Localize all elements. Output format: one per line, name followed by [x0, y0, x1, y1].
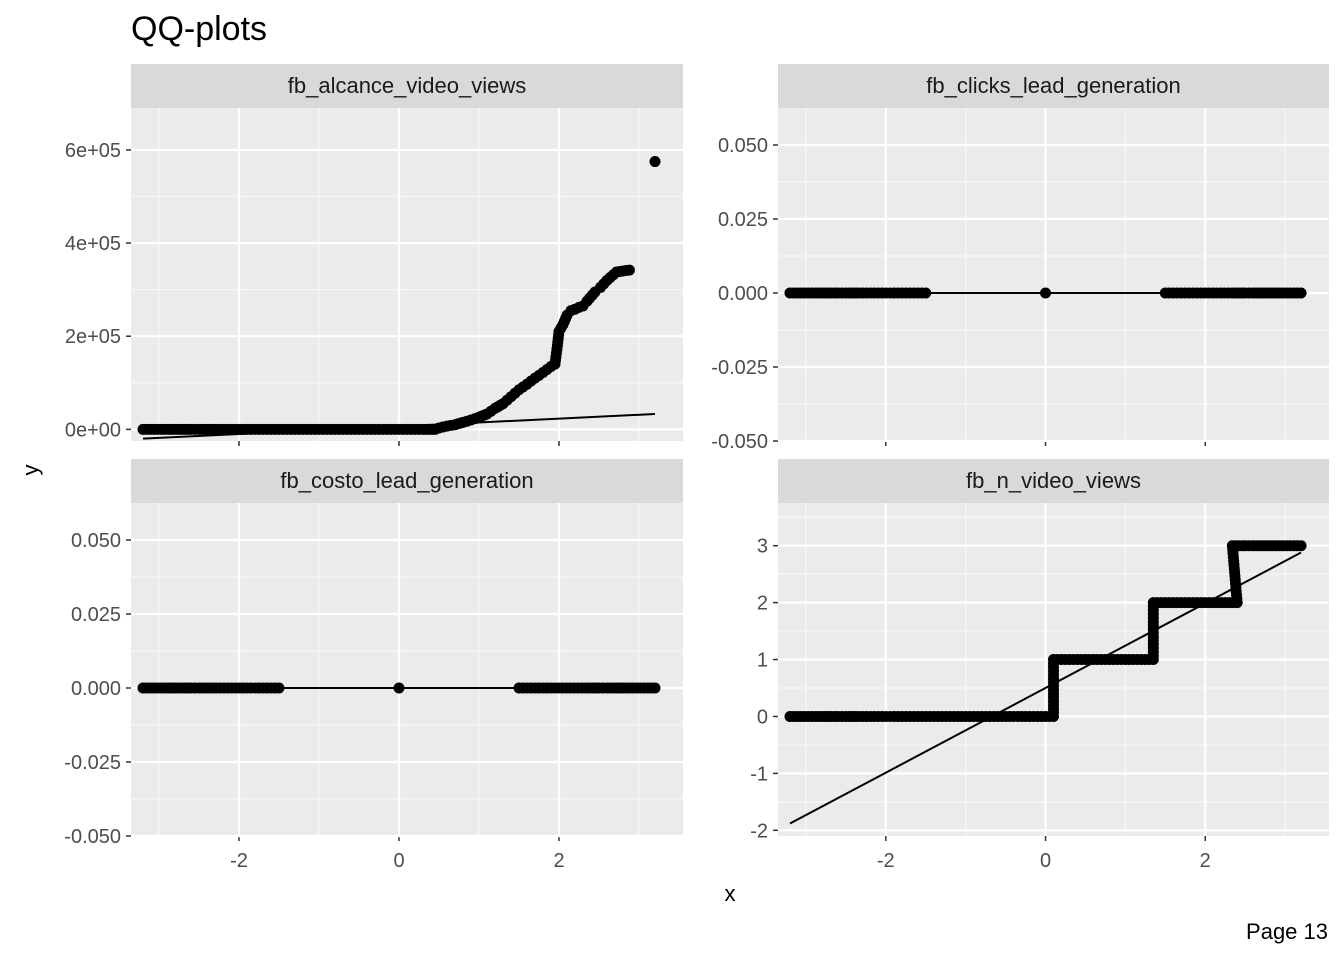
facet-strip	[778, 64, 1329, 108]
y-tick-label: 0.000	[718, 283, 768, 305]
data-point	[1295, 540, 1307, 552]
panel-background	[778, 108, 1329, 441]
qq-panel: fb_n_video_views -2 0 2 -2 -1 0 1 2 3	[750, 459, 1329, 872]
y-tick-label: -0.025	[64, 752, 121, 774]
x-tick-label: 0	[393, 850, 404, 872]
y-axis-label: y	[18, 465, 43, 476]
x-axis-label: x	[725, 881, 736, 906]
data-point	[1295, 287, 1307, 299]
panel-background	[131, 503, 683, 836]
y-tick-label: -2	[750, 820, 768, 842]
facet-strip	[131, 64, 683, 108]
qq-panel: fb_alcance_video_views 0e+00 2e+05 4e+05 6e+…	[65, 64, 683, 446]
x-tick-label: 0	[1040, 850, 1051, 872]
facet-strip-label: fb_alcance_video_views	[288, 73, 527, 98]
y-tick-label: 4e+05	[65, 233, 121, 255]
facet-strip-label: fb_costo_lead_generation	[280, 468, 533, 493]
y-tick-label: 0	[757, 706, 768, 728]
facet-strip	[778, 459, 1329, 503]
facet-strip	[131, 459, 683, 503]
y-tick-label: 0.050	[71, 530, 121, 552]
data-point	[649, 682, 661, 694]
page-title: QQ-plots	[131, 10, 268, 48]
y-tick-label: -1	[750, 763, 768, 785]
y-tick-label: -0.050	[64, 826, 121, 848]
x-tick-label: -2	[877, 850, 895, 872]
x-tick-label: 2	[553, 850, 564, 872]
y-tick-label: 2e+05	[65, 326, 121, 348]
facet-strip-label: fb_n_video_views	[966, 468, 1141, 493]
y-tick-label: 6e+05	[65, 140, 121, 162]
page-number: Page 13	[1246, 919, 1328, 944]
panel-background	[131, 108, 683, 441]
data-point	[273, 682, 285, 694]
data-point	[920, 287, 932, 299]
y-tick-label: 0.025	[718, 209, 768, 231]
data-point	[393, 682, 405, 694]
data-point	[1040, 287, 1052, 299]
y-tick-label: 2	[757, 593, 768, 615]
qq-panel: fb_costo_lead_generation -2 0 2 -0.050 -0.025…	[64, 459, 683, 872]
y-tick-label: 3	[757, 536, 768, 558]
y-tick-label: 0.025	[71, 604, 121, 626]
y-tick-label: -0.050	[711, 431, 768, 453]
qq-panel: fb_clicks_lead_generation -0.050 -0.025 0.0…	[711, 64, 1329, 453]
y-tick-label: 1	[757, 650, 768, 672]
data-point	[623, 264, 635, 276]
data-point	[649, 156, 661, 168]
y-tick-label: -0.025	[711, 357, 768, 379]
facet-strip-label: fb_clicks_lead_generation	[926, 73, 1180, 98]
y-tick-label: 0.050	[718, 135, 768, 157]
y-tick-label: 0.000	[71, 678, 121, 700]
x-tick-label: -2	[230, 850, 248, 872]
x-tick-label: 2	[1200, 850, 1211, 872]
y-tick-label: 0e+00	[65, 419, 121, 441]
